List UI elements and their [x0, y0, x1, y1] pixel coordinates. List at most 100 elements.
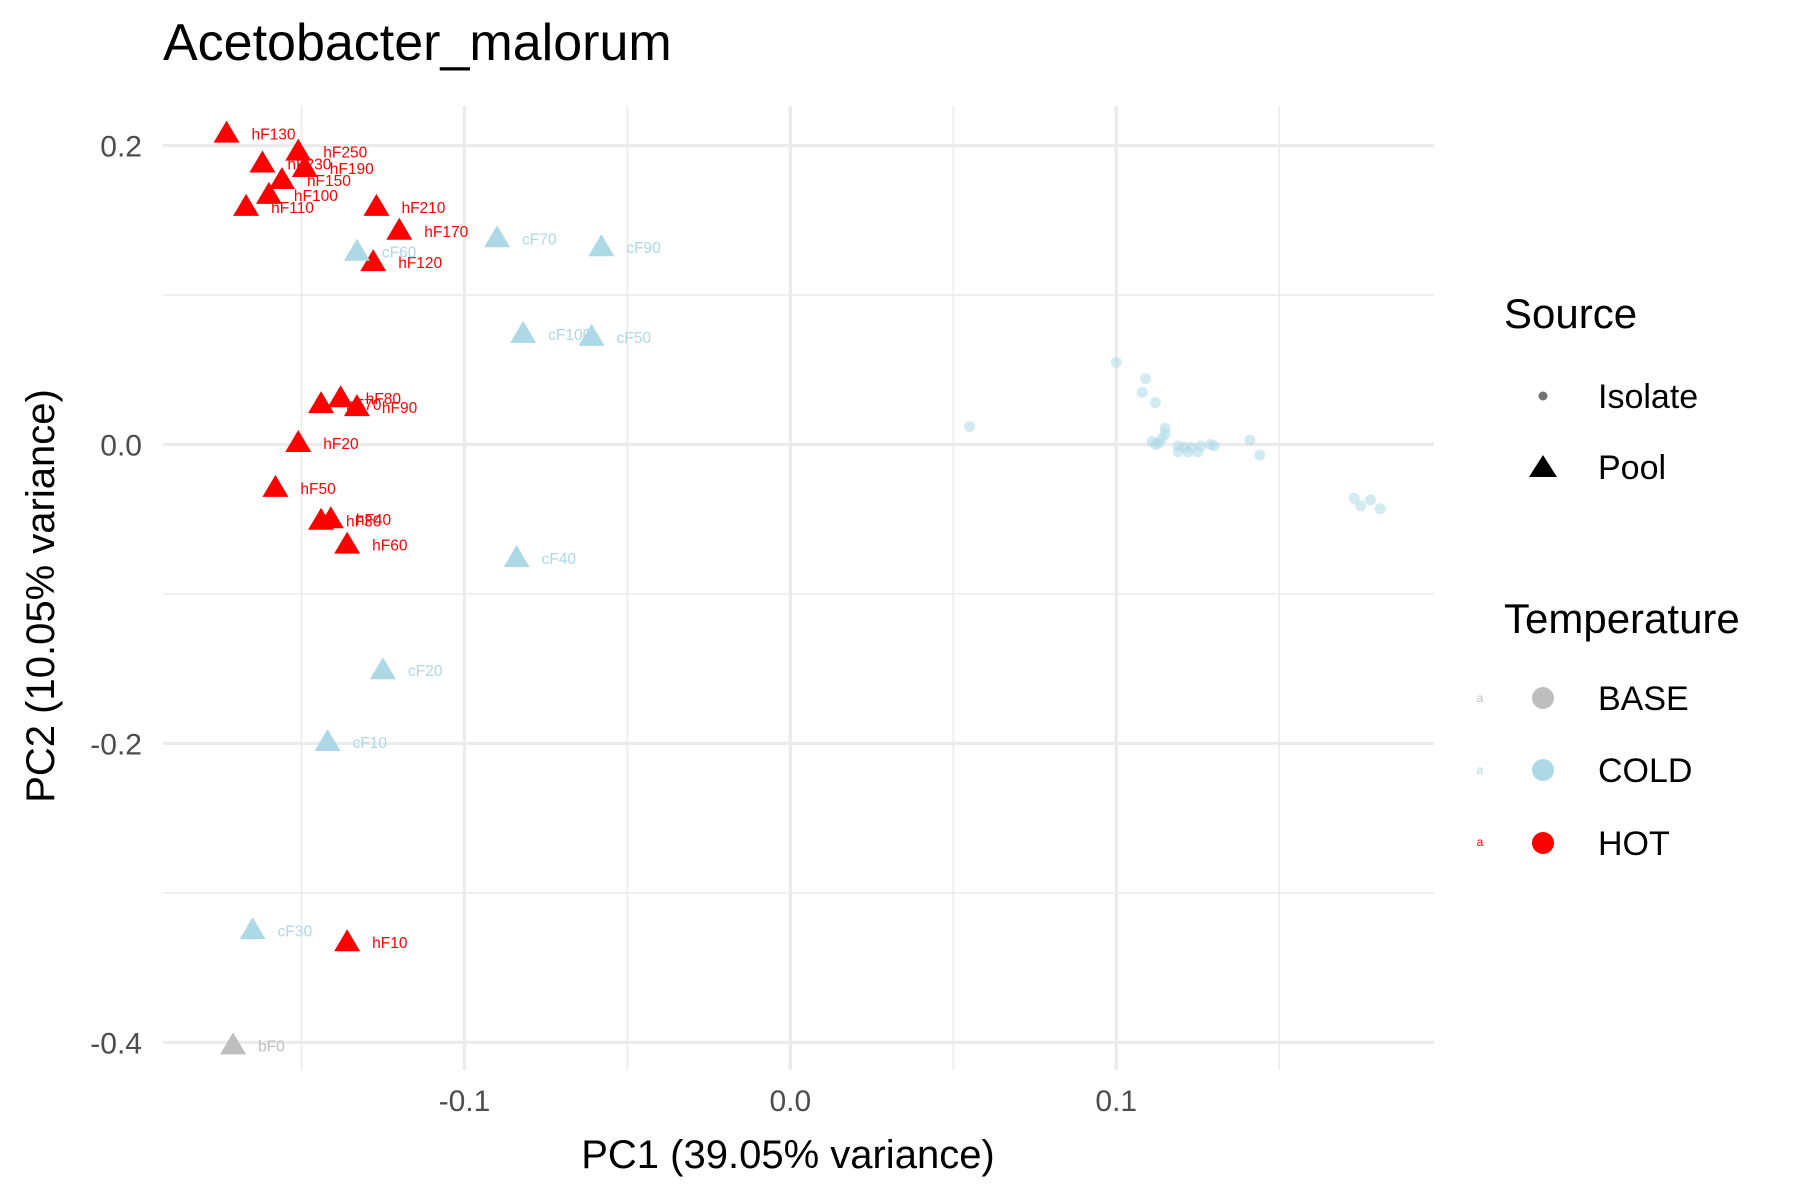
- pool-point: [220, 1032, 247, 1055]
- legend-cold-dot-icon: [1532, 759, 1554, 781]
- y-tick-label: 0.2: [100, 131, 142, 164]
- point-label: hF170: [424, 224, 468, 241]
- legend-source-title: Source: [1504, 290, 1637, 337]
- x-tick-label: 0.0: [769, 1085, 811, 1118]
- pool-point: [213, 120, 240, 143]
- point-label: cF70: [522, 231, 557, 248]
- chart-title: Acetobacter_malorum: [163, 14, 672, 72]
- legend-hot-label: HOT: [1598, 825, 1670, 863]
- point-label: hF20: [323, 436, 359, 453]
- y-tick-label: -0.4: [90, 1027, 142, 1060]
- pool-point: [369, 657, 396, 680]
- isolate-point: [1374, 503, 1386, 515]
- isolate-point: [1140, 373, 1152, 385]
- pool-point: [239, 917, 266, 940]
- y-tick-label: -0.2: [90, 728, 142, 761]
- legend-pool-triangle-icon: [1529, 455, 1557, 477]
- pool-point: [588, 234, 615, 257]
- isolate-point: [1364, 494, 1376, 506]
- y-axis-title: PC2 (10.05% variance): [19, 389, 63, 803]
- legend-isolate-dot-icon: [1538, 391, 1548, 401]
- pool-point: [308, 507, 335, 530]
- legend-temperature-title: Temperature: [1504, 595, 1740, 642]
- pool-point: [503, 545, 530, 568]
- pool-point: [262, 474, 289, 497]
- point-label: hF210: [401, 200, 445, 217]
- isolate-point: [1149, 439, 1161, 451]
- isolate-point: [1192, 446, 1204, 458]
- isolate-point: [1348, 492, 1360, 504]
- point-label: hF50: [300, 481, 336, 498]
- isolate-point: [964, 421, 976, 433]
- isolate-point: [1172, 446, 1184, 458]
- point-label: hF30: [346, 514, 382, 531]
- point-label: hF110: [271, 200, 314, 217]
- legend-hot-glyph: a: [1477, 835, 1484, 849]
- pool-point: [268, 166, 295, 189]
- point-label: hF150: [307, 173, 351, 190]
- point-label: hF120: [398, 255, 442, 272]
- point-label: cF100: [548, 327, 591, 344]
- isolate-point: [1149, 397, 1161, 409]
- pool-point: [510, 320, 537, 343]
- point-label: hF130: [252, 127, 296, 144]
- x-tick-label: 0.1: [1095, 1085, 1137, 1118]
- pool-point: [233, 193, 260, 216]
- legend-cold-glyph: a: [1477, 763, 1484, 777]
- pool-point: [327, 385, 354, 408]
- legend-cold-label: COLD: [1598, 752, 1692, 790]
- isolate-point: [1244, 434, 1256, 446]
- point-label: cF10: [353, 735, 388, 752]
- pool-point: [249, 150, 276, 173]
- isolate-point: [1355, 500, 1367, 512]
- point-label: cF90: [626, 240, 661, 257]
- isolate-point: [1136, 386, 1148, 398]
- isolate-point: [1110, 356, 1122, 368]
- pool-point: [255, 181, 282, 204]
- point-label: hF70: [346, 397, 382, 414]
- point-label: cF50: [617, 330, 652, 347]
- legend-base-label: BASE: [1598, 680, 1689, 718]
- isolate-point: [1182, 446, 1194, 458]
- isolate-point: [1208, 440, 1220, 452]
- point-label: hF190: [330, 161, 374, 178]
- legend-base-dot-icon: [1532, 687, 1554, 709]
- pool-point: [291, 155, 318, 178]
- pool-point: [343, 394, 370, 417]
- point-label: bF0: [258, 1038, 285, 1055]
- point-label: hF60: [372, 538, 408, 555]
- pool-point: [386, 217, 413, 240]
- point-label: hF250: [323, 145, 367, 162]
- legend-hot-dot-icon: [1532, 832, 1554, 854]
- isolate-point: [1254, 449, 1266, 461]
- pool-point: [308, 391, 335, 414]
- grid-layer: [163, 106, 1434, 1070]
- pool-point: [334, 531, 361, 554]
- points-layer: [213, 120, 1386, 1055]
- pool-point: [343, 238, 370, 261]
- pool-point: [314, 728, 341, 751]
- pool-point: [578, 323, 605, 346]
- pool-point: [334, 929, 361, 952]
- point-label: cF20: [408, 663, 443, 680]
- point-label: hF80: [366, 391, 402, 408]
- axis-layer: -0.1 0.0 0.1 -0.4 -0.2 0.0 0.2: [90, 131, 1137, 1118]
- legend-temperature: Temperature a BASE a COLD a HOT: [1477, 595, 1740, 863]
- point-label: hF90: [382, 400, 418, 417]
- x-axis-title: PC1 (39.05% variance): [581, 1133, 995, 1177]
- pool-point: [363, 193, 390, 216]
- point-label: hF100: [294, 188, 338, 205]
- point-label: cF30: [278, 923, 313, 940]
- point-label: hF230: [287, 157, 331, 174]
- legend-base-glyph: a: [1477, 691, 1484, 705]
- pool-point: [484, 225, 511, 248]
- pool-point: [360, 249, 387, 272]
- legend-isolate-label: Isolate: [1598, 378, 1698, 416]
- y-tick-label: 0.0: [100, 430, 142, 463]
- pool-point: [285, 430, 312, 453]
- point-label: hF10: [372, 935, 408, 952]
- x-tick-label: -0.1: [439, 1085, 491, 1118]
